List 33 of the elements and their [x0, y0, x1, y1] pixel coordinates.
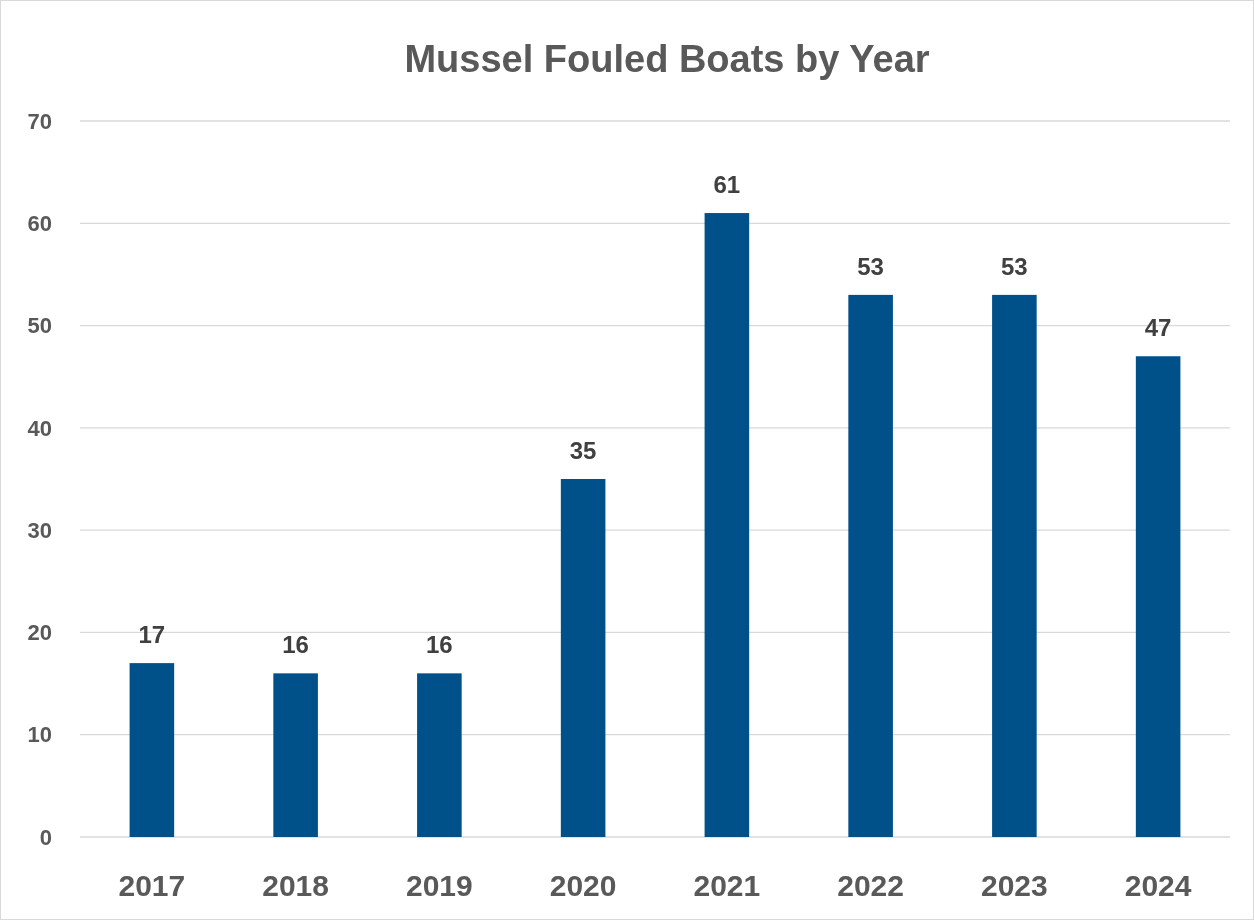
- x-tick-label: 2018: [262, 869, 329, 902]
- bar: [273, 673, 318, 837]
- x-tick-label: 2020: [549, 869, 617, 902]
- x-tick-label: 2021: [693, 869, 761, 902]
- x-tick-label: 2019: [406, 869, 473, 902]
- y-tick-label: 30: [27, 517, 52, 543]
- y-tick-label: 70: [27, 108, 52, 134]
- y-tick-label: 0: [39, 824, 52, 850]
- bar: [129, 663, 175, 837]
- data-label: 53: [1001, 252, 1028, 280]
- bar: [1135, 356, 1181, 837]
- data-label: 16: [282, 631, 309, 659]
- bar: [848, 294, 893, 837]
- data-label: 35: [569, 437, 597, 464]
- x-tick-label: 2023: [981, 869, 1048, 902]
- x-tick-label: 2022: [837, 869, 904, 902]
- data-label: 61: [713, 171, 741, 199]
- y-tick-label: 40: [27, 415, 52, 441]
- data-label: 47: [1144, 314, 1172, 342]
- bar: [992, 294, 1037, 837]
- x-tick-label: 2017: [118, 869, 186, 902]
- data-label: 16: [426, 631, 453, 659]
- data-label: 17: [138, 621, 166, 649]
- data-label: 53: [857, 252, 884, 280]
- y-tick-label: 60: [27, 210, 52, 236]
- x-tick-label: 2024: [1124, 869, 1192, 902]
- bar: [560, 479, 606, 837]
- y-tick-label: 10: [27, 722, 52, 748]
- bar: [704, 213, 750, 837]
- chart-title: Mussel Fouled Boats by Year: [404, 38, 930, 80]
- y-tick-label: 50: [27, 313, 52, 339]
- bar: [417, 673, 462, 837]
- y-tick-label: 20: [27, 620, 52, 646]
